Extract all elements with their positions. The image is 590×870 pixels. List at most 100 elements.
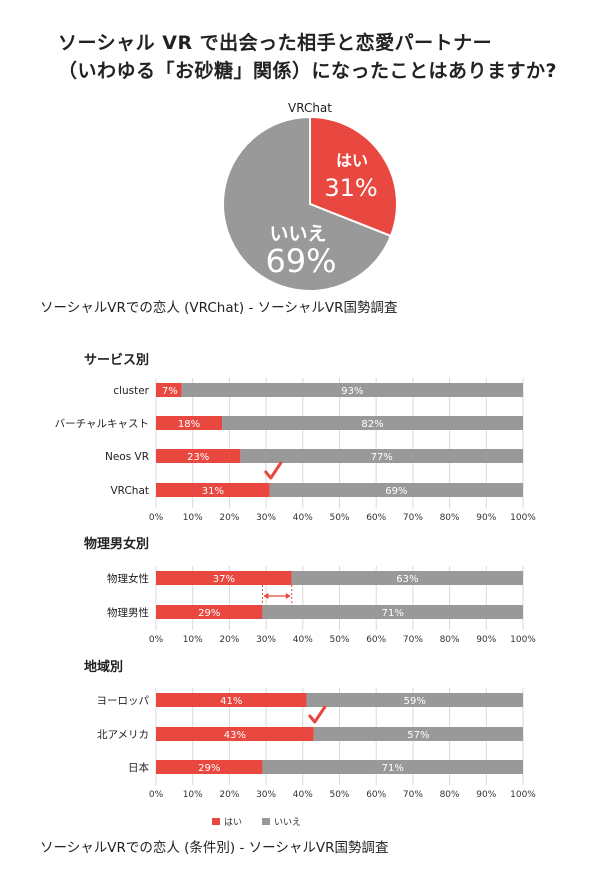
- bar-yes: [156, 383, 182, 397]
- checkmark-icon: [264, 461, 283, 480]
- bar-no-label: 77%: [371, 452, 393, 463]
- x-tick-label: 40%: [293, 790, 313, 800]
- bar-yes-label: 23%: [187, 452, 209, 463]
- panel-title-3: 地域別: [84, 659, 123, 675]
- x-tick-label: 100%: [510, 790, 536, 800]
- legend-label-no: いいえ: [274, 817, 301, 828]
- x-tick-label: 50%: [329, 513, 349, 523]
- x-tick-label: 0%: [149, 790, 164, 800]
- pie-value-yes: 31%: [324, 174, 377, 202]
- bar-no-label: 93%: [341, 386, 363, 397]
- pie-label-no: いいえ: [269, 223, 326, 245]
- x-tick-label: 30%: [256, 635, 276, 645]
- x-tick-label: 10%: [183, 513, 203, 523]
- bar-no-label: 59%: [404, 696, 426, 707]
- x-tick-label: 100%: [510, 635, 536, 645]
- x-tick-label: 20%: [219, 635, 239, 645]
- bar-yes: [156, 605, 263, 619]
- category-label: 物理男性: [107, 606, 149, 619]
- x-tick-label: 40%: [293, 635, 313, 645]
- bar-yes-label: 18%: [178, 419, 200, 430]
- bar-yes-label: 31%: [202, 486, 224, 497]
- category-label: cluster: [113, 385, 149, 397]
- x-tick-label: 70%: [403, 513, 423, 523]
- bar-caption: ソーシャルVRでの恋人 (条件別) - ソーシャルVR国勢調査: [40, 840, 389, 856]
- bar-no-label: 63%: [396, 574, 418, 585]
- pie-slice-yes: [309, 115, 398, 238]
- x-tick-label: 50%: [329, 635, 349, 645]
- bar-no: [240, 449, 523, 463]
- bar-no: [313, 727, 523, 741]
- bar-no: [181, 383, 523, 397]
- bar-no: [262, 760, 523, 774]
- category-label: 物理女性: [107, 572, 149, 585]
- checkmark-icon: [308, 705, 327, 724]
- category-label: 日本: [128, 761, 149, 774]
- x-tick-label: 0%: [149, 635, 164, 645]
- panel-title-1: サービス別: [84, 352, 149, 368]
- pie-title: VRChat: [288, 101, 332, 115]
- x-tick-label: 60%: [366, 790, 386, 800]
- x-tick-label: 70%: [403, 635, 423, 645]
- bar-yes: [156, 449, 241, 463]
- legend-swatch-no: [262, 818, 270, 825]
- bar-no: [222, 416, 523, 430]
- chart-title-line-1: ソーシャル VR で出会った相手と恋愛パートナー: [58, 32, 493, 54]
- panel-title-2: 物理男女別: [84, 536, 149, 552]
- gap-arrowhead-right: [285, 593, 291, 599]
- bar-no: [306, 693, 523, 707]
- x-tick-label: 90%: [476, 513, 496, 523]
- bar-yes-label: 7%: [162, 386, 178, 397]
- category-label: VRChat: [111, 485, 150, 497]
- bar-yes: [156, 483, 270, 497]
- bar-no-label: 82%: [361, 419, 383, 430]
- x-tick-label: 90%: [476, 635, 496, 645]
- bar-no: [291, 571, 523, 585]
- bar-yes-label: 29%: [198, 608, 220, 619]
- bar-yes-label: 43%: [224, 730, 246, 741]
- x-tick-label: 20%: [219, 513, 239, 523]
- category-label: 北アメリカ: [97, 729, 149, 741]
- bar-no-label: 71%: [382, 608, 404, 619]
- x-tick-label: 10%: [183, 790, 203, 800]
- category-label: Neos VR: [105, 451, 149, 463]
- x-tick-label: 10%: [183, 635, 203, 645]
- x-tick-label: 80%: [440, 790, 460, 800]
- pie-label-yes: はい: [336, 151, 368, 170]
- x-tick-label: 30%: [256, 513, 276, 523]
- pie-slice-no: [222, 115, 393, 292]
- bar-no-label: 69%: [385, 486, 407, 497]
- category-label: バーチャルキャスト: [55, 418, 149, 430]
- x-tick-label: 90%: [476, 790, 496, 800]
- bar-yes: [156, 416, 223, 430]
- x-tick-label: 70%: [403, 790, 423, 800]
- x-tick-label: 60%: [366, 635, 386, 645]
- pie-value-no: 69%: [265, 242, 336, 280]
- x-tick-label: 100%: [510, 513, 536, 523]
- x-tick-label: 50%: [329, 790, 349, 800]
- legend-label-yes: はい: [224, 817, 242, 828]
- bar-no-label: 71%: [382, 763, 404, 774]
- bar-no: [269, 483, 523, 497]
- bar-yes: [156, 571, 292, 585]
- bar-yes: [156, 727, 314, 741]
- chart-title-line-2: （いわゆる「お砂糖」関係）になったことはありますか?: [58, 60, 558, 82]
- bar-yes: [156, 760, 263, 774]
- category-label: ヨーロッパ: [97, 695, 150, 707]
- bar-no-label: 57%: [407, 730, 429, 741]
- x-tick-label: 80%: [440, 635, 460, 645]
- x-tick-label: 80%: [440, 513, 460, 523]
- bar-yes-label: 37%: [213, 574, 235, 585]
- x-tick-label: 0%: [149, 513, 164, 523]
- legend-swatch-yes: [212, 818, 220, 825]
- bar-yes-label: 29%: [198, 763, 220, 774]
- x-tick-label: 40%: [293, 513, 313, 523]
- bar-no: [262, 605, 523, 619]
- x-tick-label: 60%: [366, 513, 386, 523]
- gap-arrowhead-left: [263, 593, 269, 599]
- bar-yes: [156, 693, 307, 707]
- x-tick-label: 30%: [256, 790, 276, 800]
- bar-yes-label: 41%: [220, 696, 242, 707]
- pie-caption: ソーシャルVRでの恋人 (VRChat) - ソーシャルVR国勢調査: [40, 300, 398, 316]
